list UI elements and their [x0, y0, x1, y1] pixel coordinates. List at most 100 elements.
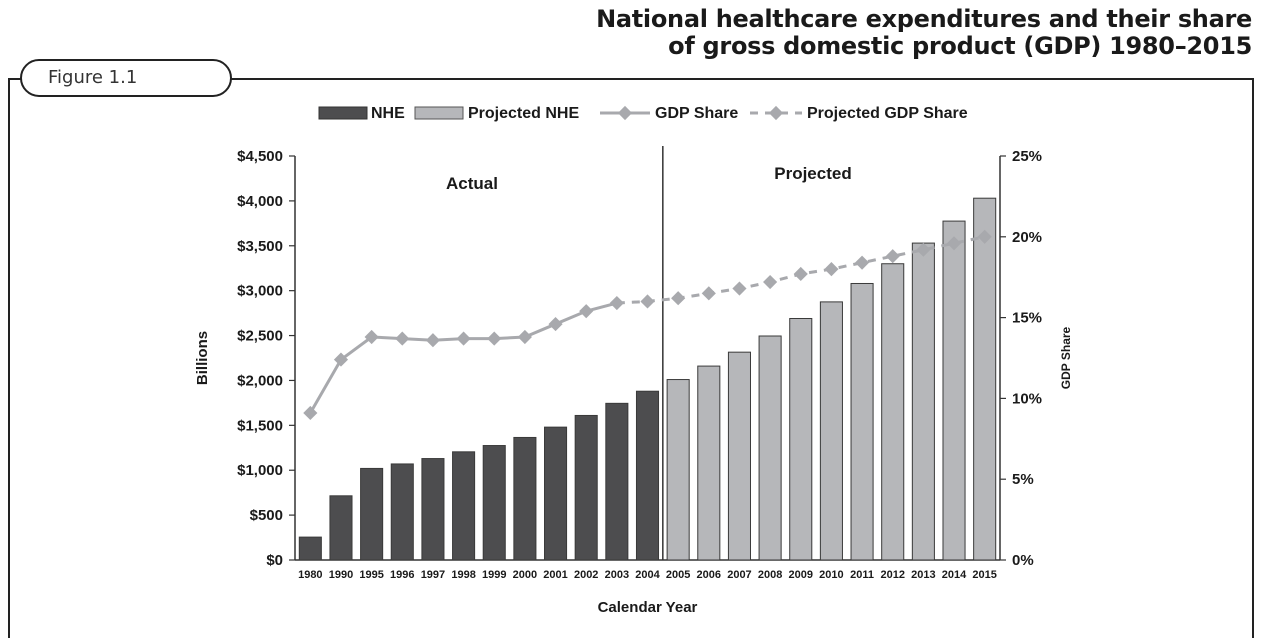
point-gdp-share — [517, 329, 532, 345]
x-tick-label: 1980 — [298, 569, 322, 581]
bar-projected-nhe — [973, 197, 997, 561]
x-axis-title: Calendar Year — [598, 599, 698, 616]
legend-swatch-nhe — [318, 106, 368, 120]
figure-label: Figure 1.1 — [48, 67, 138, 88]
bar-nhe — [574, 414, 598, 561]
y-tick-label: $0 — [266, 552, 283, 569]
figure-tab — [20, 59, 232, 97]
figure-frame — [8, 78, 1254, 638]
y-tick-label: $4,000 — [237, 193, 283, 210]
x-tick-label: 2010 — [819, 569, 843, 581]
y-tick-label: $3,000 — [237, 283, 283, 300]
legend: NHE Projected NHE GDP Share Projected GD… — [318, 105, 968, 122]
y2-tick-label: 15% — [1012, 310, 1042, 327]
point-projected-gdp-share — [824, 262, 839, 277]
x-tick-label: 1997 — [421, 569, 445, 581]
x-tick-label: 2011 — [850, 569, 874, 581]
x-tick-label: 2008 — [758, 569, 782, 581]
bar-projected-nhe — [911, 242, 935, 561]
x-tick-label: 1998 — [451, 569, 475, 581]
legend-marker-projected-gdp-share — [768, 105, 784, 121]
line-gdp-share — [309, 301, 618, 414]
y-tick-label: $2,500 — [237, 328, 283, 345]
point-projected-gdp-share — [732, 281, 747, 296]
y-axis-title: Billions — [194, 331, 211, 385]
point-projected-gdp-share — [640, 294, 655, 309]
plot-area: $0 $500 $1,000 $1,500 $2,000 $2,500 $3,000 $3,5… — [194, 146, 1073, 616]
point-projected-gdp-share — [885, 249, 900, 264]
point-projected-gdp-share — [763, 274, 778, 290]
x-tick-label: 1990 — [329, 569, 353, 581]
point-gdp-share — [364, 329, 379, 345]
y2-tick-label: 10% — [1012, 390, 1042, 407]
bar-projected-nhe — [850, 282, 874, 561]
bar-projected-nhe — [727, 351, 751, 561]
y2-tick-label: 0% — [1012, 552, 1034, 569]
region-label-actual: Actual — [446, 174, 498, 193]
y-tick-label: $4,500 — [237, 148, 283, 165]
x-tick-label: 2012 — [880, 569, 904, 581]
bar-projected-nhe — [697, 365, 721, 561]
title-line-1: National healthcare expenditures and the… — [596, 5, 1252, 33]
bar-nhe — [544, 426, 568, 561]
y-tick-label: $500 — [250, 507, 283, 524]
bar-nhe — [452, 451, 476, 561]
bar-nhe — [421, 458, 445, 561]
bar-nhe — [298, 536, 322, 561]
legend-label-projected-gdp-share: Projected GDP Share — [807, 105, 968, 122]
bar-projected-nhe — [666, 379, 690, 561]
bar-nhe — [605, 402, 629, 561]
bar-nhe — [329, 495, 353, 561]
x-tick-label: 2002 — [574, 569, 598, 581]
point-projected-gdp-share — [671, 291, 686, 306]
x-tick-label: 1999 — [482, 569, 506, 581]
y2-tick-label: 25% — [1012, 148, 1042, 165]
bar-projected-nhe — [819, 301, 843, 561]
legend-label-projected-nhe: Projected NHE — [468, 105, 579, 122]
point-gdp-share — [579, 304, 594, 319]
chart-title: National healthcare expenditures and the… — [596, 6, 1252, 60]
bar-nhe — [482, 445, 506, 561]
point-gdp-share — [487, 331, 502, 346]
point-gdp-share — [456, 331, 471, 346]
x-tick-label: 2015 — [972, 569, 996, 581]
point-projected-gdp-share — [977, 229, 992, 244]
x-tick-label: 2007 — [727, 569, 751, 581]
y-tick-label: $1,000 — [237, 462, 283, 479]
bar-projected-nhe — [881, 263, 905, 561]
x-tick-label: 2014 — [942, 569, 967, 581]
x-tick-label: 2001 — [543, 569, 567, 581]
point-gdp-share — [425, 333, 441, 348]
bar-nhe — [635, 390, 660, 561]
bar-nhe — [390, 463, 414, 561]
point-projected-gdp-share — [946, 236, 962, 251]
x-tick-label: 2013 — [911, 569, 935, 581]
point-gdp-share — [609, 295, 624, 311]
point-gdp-share — [333, 352, 349, 367]
y-tick-label: $1,500 — [237, 417, 283, 434]
x-tick-label: 1996 — [390, 569, 414, 581]
bar-nhe — [513, 436, 537, 561]
y2-axis-title: GDP Share — [1059, 326, 1073, 389]
bar-nhe — [360, 467, 384, 561]
legend-swatch-projected-nhe — [414, 106, 464, 120]
y-tick-label: $3,500 — [237, 238, 283, 255]
point-projected-gdp-share — [854, 255, 870, 270]
x-tick-label: 2006 — [697, 569, 721, 581]
title-line-2: of gross domestic product (GDP) 1980–201… — [668, 32, 1252, 60]
point-projected-gdp-share — [793, 266, 808, 282]
point-gdp-share — [395, 331, 410, 346]
y2-tick-label: 20% — [1012, 229, 1042, 246]
region-label-projected: Projected — [774, 164, 851, 183]
point-gdp-share — [303, 405, 318, 421]
x-tick-label: 2003 — [605, 569, 629, 581]
x-tick-label: 2009 — [789, 569, 813, 581]
x-tick-label: 1995 — [359, 569, 383, 581]
legend-label-gdp-share: GDP Share — [655, 105, 738, 122]
x-tick-label: 2005 — [666, 569, 690, 581]
bar-projected-nhe — [789, 317, 813, 561]
bar-projected-nhe — [758, 335, 782, 561]
y-tick-label: $2,000 — [237, 372, 283, 389]
legend-label-nhe: NHE — [371, 105, 405, 122]
